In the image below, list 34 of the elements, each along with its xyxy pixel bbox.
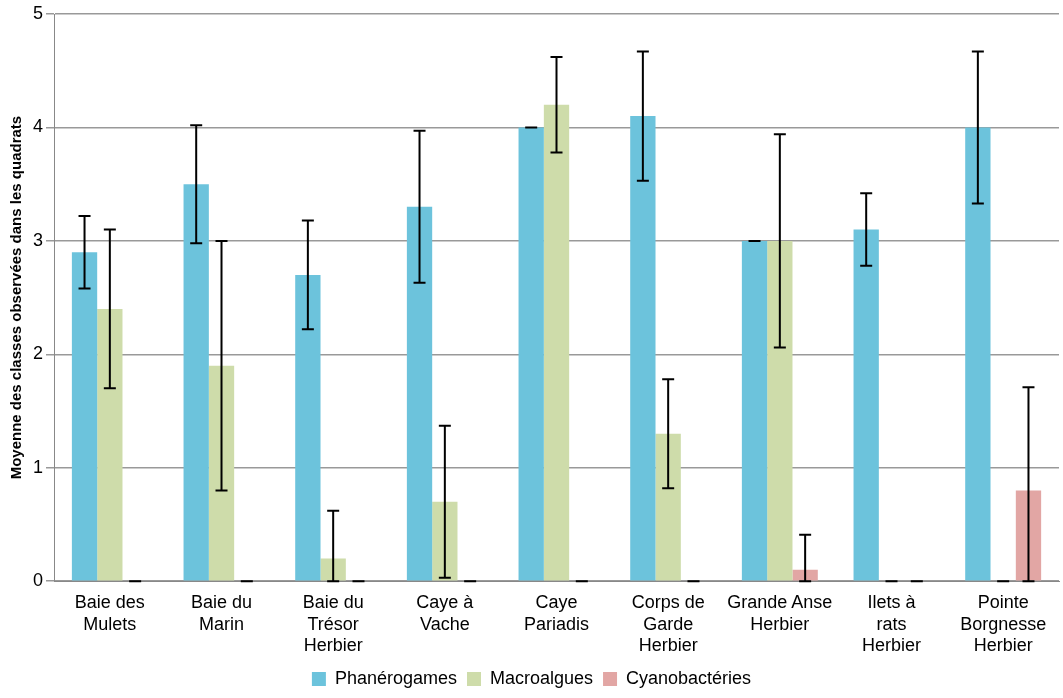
bar xyxy=(543,104,570,581)
y-tick-label: 1 xyxy=(33,456,44,477)
y-tick-label: 4 xyxy=(33,116,44,137)
y-tick-label: 2 xyxy=(33,343,44,364)
bar xyxy=(97,308,123,581)
x-tick-label: Caye Pariadis xyxy=(523,591,590,634)
y-tick-label: 0 xyxy=(33,570,44,591)
bar xyxy=(741,240,768,581)
bar xyxy=(183,184,209,581)
x-tick-label: Corps de Garde Herbier xyxy=(631,591,705,656)
x-tick-label: Ilets à rats Herbier xyxy=(861,591,922,656)
x-tick-label: Baie des Mulets xyxy=(74,591,145,634)
y-axis-title: Moyenne des classes observées dans les quadrats xyxy=(7,115,25,480)
x-tick-label: Pointe Borgnesse Herbier xyxy=(960,591,1047,656)
bar xyxy=(853,229,879,581)
bar xyxy=(965,127,991,581)
y-tick-label: 5 xyxy=(33,2,44,23)
legend-label: Cyanobactéries xyxy=(626,667,752,688)
bar xyxy=(792,569,818,581)
legend-label: Macroalgues xyxy=(489,667,594,688)
bar xyxy=(655,433,681,581)
bar xyxy=(71,252,98,581)
x-tick-label: Caye à Vache xyxy=(416,591,475,634)
x-tick-label: Baie du Marin xyxy=(190,591,253,634)
bar xyxy=(767,240,793,581)
bar xyxy=(630,116,656,581)
bar xyxy=(295,274,321,581)
y-tick-label: 3 xyxy=(33,229,44,250)
bar xyxy=(406,206,433,581)
x-tick-label: Baie du Trésor Herbier xyxy=(302,591,364,656)
bar xyxy=(208,365,235,581)
bar xyxy=(518,127,544,581)
x-tick-label: Grande Anse Herbier xyxy=(727,591,833,634)
legend-label: Phanérogames xyxy=(334,667,457,688)
